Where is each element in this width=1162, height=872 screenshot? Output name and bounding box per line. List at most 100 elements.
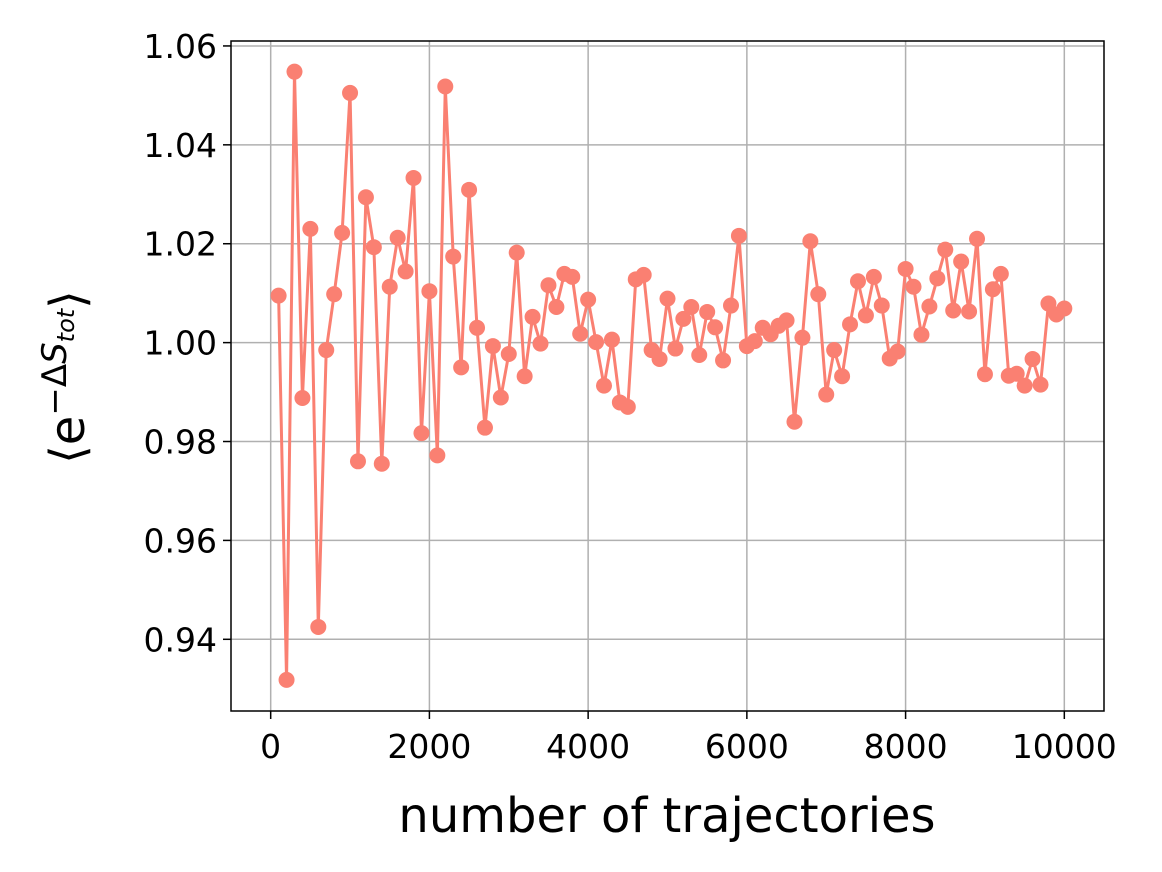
data-point <box>540 277 557 294</box>
data-point <box>270 287 287 304</box>
data-point <box>532 335 549 352</box>
x-tick-label: 0 <box>260 727 281 766</box>
data-point <box>278 671 295 688</box>
y-tick-label: 1.04 <box>144 126 217 165</box>
data-point <box>318 342 335 359</box>
data-point <box>405 169 422 186</box>
data-point <box>580 291 597 308</box>
data-point <box>421 283 438 300</box>
data-point <box>857 307 874 324</box>
data-point <box>445 248 462 265</box>
x-axis-ticks: 0 2000 4000 6000 8000 10000 <box>260 711 1117 766</box>
x-tick-label: 2000 <box>387 727 471 766</box>
data-point <box>683 299 700 316</box>
y-tick-label: 0.94 <box>144 620 217 659</box>
data-point <box>969 230 986 247</box>
x-tick-label: 8000 <box>864 727 948 766</box>
data-point <box>1024 350 1041 367</box>
data-point <box>722 297 739 314</box>
data-point <box>913 326 930 343</box>
data-point <box>469 319 486 336</box>
x-axis-title: number of trajectories <box>398 788 935 844</box>
data-point <box>461 181 478 198</box>
data-point <box>484 338 501 355</box>
data-point <box>381 278 398 295</box>
data-point <box>516 368 533 385</box>
data-point <box>500 345 517 362</box>
data-point <box>651 350 668 367</box>
y-tick-label: 1.06 <box>144 27 217 66</box>
data-point <box>707 319 724 336</box>
data-point <box>389 229 406 246</box>
data-point <box>834 368 851 385</box>
data-point <box>365 239 382 256</box>
y-axis-ticks: 0.94 0.96 0.98 1.00 1.02 1.04 1.06 <box>144 27 231 659</box>
data-point <box>905 278 922 295</box>
y-tick-label: 1.02 <box>144 225 217 264</box>
data-point <box>746 333 763 350</box>
data-point <box>889 343 906 360</box>
data-point <box>429 447 446 464</box>
data-point <box>453 359 470 376</box>
data-point <box>349 453 366 470</box>
data-point <box>373 455 390 472</box>
data-point <box>1056 300 1073 317</box>
data-point <box>849 273 866 290</box>
data-point <box>802 233 819 250</box>
data-point <box>897 260 914 277</box>
data-point <box>508 244 525 261</box>
data-point <box>945 302 962 319</box>
data-point <box>357 189 374 206</box>
data-point <box>476 419 493 436</box>
data-point <box>976 366 993 383</box>
data-point <box>294 390 311 407</box>
plot-frame <box>230 40 1105 712</box>
data-point <box>937 241 954 258</box>
data-point <box>675 310 692 327</box>
y-tick-label: 1.00 <box>144 324 217 363</box>
data-point <box>524 308 541 325</box>
data-point <box>961 303 978 320</box>
data-point <box>953 253 970 270</box>
data-point <box>603 331 620 348</box>
data-point <box>413 425 430 442</box>
data-point <box>929 270 946 287</box>
data-point <box>596 377 613 394</box>
data-point <box>1008 365 1025 382</box>
data-point <box>659 290 676 307</box>
data-point <box>572 325 589 342</box>
data-point <box>992 265 1009 282</box>
data-point <box>437 78 454 95</box>
data-point <box>326 286 343 303</box>
data-point <box>842 316 859 333</box>
data-series <box>270 63 1073 688</box>
y-axis-title: ⟨e−ΔStot⟩ <box>35 290 96 464</box>
data-point <box>691 346 708 363</box>
data-point <box>865 268 882 285</box>
data-point <box>1032 376 1049 393</box>
data-point <box>635 266 652 283</box>
y-tick-label: 0.98 <box>144 423 217 462</box>
data-point <box>810 286 827 303</box>
data-point <box>548 299 565 316</box>
data-point <box>786 413 803 430</box>
data-point <box>699 303 716 320</box>
series-line <box>277 70 1066 682</box>
data-point <box>667 340 684 357</box>
x-tick-label: 4000 <box>546 727 630 766</box>
x-tick-label: 6000 <box>705 727 789 766</box>
data-point <box>302 220 319 237</box>
data-point <box>588 334 605 351</box>
data-point <box>397 263 414 280</box>
data-point <box>921 298 938 315</box>
data-point <box>492 389 509 406</box>
data-point <box>794 329 811 346</box>
data-point <box>619 398 636 415</box>
data-point <box>310 618 327 635</box>
data-point <box>826 342 843 359</box>
data-point <box>286 63 303 80</box>
x-tick-label: 10000 <box>1012 727 1117 766</box>
y-tick-label: 0.96 <box>144 521 217 560</box>
data-point <box>334 224 351 241</box>
